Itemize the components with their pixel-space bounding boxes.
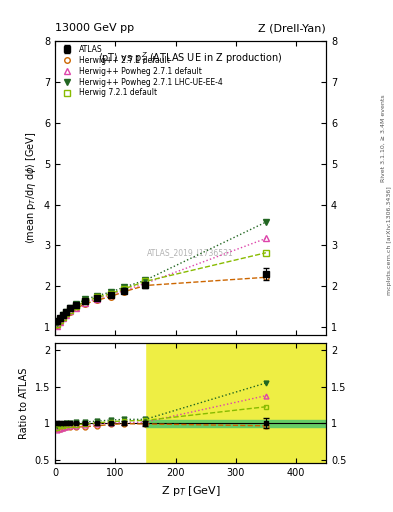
Herwig++ Powheg 2.7.1 LHC-UE-EE-4 [122, 284, 127, 290]
Line: Herwig++ 2.7.1 default: Herwig++ 2.7.1 default [54, 274, 269, 328]
Y-axis label: $\langle$mean p$_T$/d$\eta$ d$\phi$$\rangle$ [GeV]: $\langle$mean p$_T$/d$\eta$ d$\phi$$\ran… [24, 132, 39, 245]
Herwig++ Powheg 2.7.1 LHC-UE-EE-4 [143, 277, 148, 283]
Herwig++ Powheg 2.7.1 default [68, 308, 72, 314]
Line: Herwig++ Powheg 2.7.1 default: Herwig++ Powheg 2.7.1 default [54, 236, 269, 328]
Herwig++ 2.7.1 default [122, 289, 127, 295]
Y-axis label: Ratio to ATLAS: Ratio to ATLAS [19, 368, 29, 439]
Herwig 7.2.1 default [122, 286, 127, 292]
Herwig++ 2.7.1 default [143, 283, 148, 289]
Herwig 7.2.1 default [143, 279, 148, 285]
Herwig++ Powheg 2.7.1 LHC-UE-EE-4 [95, 293, 99, 299]
Herwig 7.2.1 default [54, 321, 59, 327]
Herwig++ Powheg 2.7.1 LHC-UE-EE-4 [108, 289, 113, 295]
Herwig 7.2.1 default [83, 298, 88, 305]
Herwig++ 2.7.1 default [68, 309, 72, 315]
Herwig 7.2.1 default [63, 310, 68, 316]
Herwig++ 2.7.1 default [95, 297, 99, 303]
Line: Herwig++ Powheg 2.7.1 LHC-UE-EE-4: Herwig++ Powheg 2.7.1 LHC-UE-EE-4 [54, 219, 269, 326]
Line: Herwig 7.2.1 default: Herwig 7.2.1 default [54, 250, 269, 327]
Herwig++ Powheg 2.7.1 default [95, 295, 99, 302]
Herwig 7.2.1 default [60, 313, 65, 319]
Bar [55, 343, 145, 463]
Herwig++ 2.7.1 default [57, 319, 62, 325]
Bar [145, 420, 326, 427]
Herwig++ Powheg 2.7.1 default [83, 300, 88, 306]
Herwig++ 2.7.1 default [54, 322, 59, 328]
Herwig++ 2.7.1 default [63, 312, 68, 318]
Herwig++ Powheg 2.7.1 default [57, 319, 62, 325]
Herwig++ Powheg 2.7.1 LHC-UE-EE-4 [63, 309, 68, 315]
Herwig++ 2.7.1 default [108, 293, 113, 300]
Text: Rivet 3.1.10, ≥ 3.4M events: Rivet 3.1.10, ≥ 3.4M events [381, 94, 386, 182]
Bar [55, 343, 326, 463]
Text: Z (Drell-Yan): Z (Drell-Yan) [259, 23, 326, 33]
Text: $\langle$pT$\rangle$ vs p$_T^Z$ (ATLAS UE in Z production): $\langle$pT$\rangle$ vs p$_T^Z$ (ATLAS U… [98, 50, 283, 67]
Legend: ATLAS, Herwig++ 2.7.1 default, Herwig++ Powheg 2.7.1 default, Herwig++ Powheg 2.: ATLAS, Herwig++ 2.7.1 default, Herwig++ … [57, 43, 224, 99]
Herwig++ Powheg 2.7.1 LHC-UE-EE-4 [57, 316, 62, 322]
Text: mcplots.cern.ch [arXiv:1306.3436]: mcplots.cern.ch [arXiv:1306.3436] [387, 186, 392, 295]
Text: 13000 GeV pp: 13000 GeV pp [55, 23, 134, 33]
Herwig++ Powheg 2.7.1 LHC-UE-EE-4 [54, 320, 59, 326]
Herwig++ 2.7.1 default [74, 305, 79, 311]
Herwig 7.2.1 default [108, 291, 113, 297]
Herwig 7.2.1 default [264, 250, 268, 256]
Herwig++ Powheg 2.7.1 default [60, 315, 65, 321]
Herwig++ Powheg 2.7.1 default [74, 305, 79, 311]
Herwig++ Powheg 2.7.1 default [108, 292, 113, 298]
Text: ATLAS_2019_I1736531: ATLAS_2019_I1736531 [147, 248, 234, 258]
Herwig 7.2.1 default [57, 317, 62, 323]
Herwig++ Powheg 2.7.1 LHC-UE-EE-4 [264, 219, 268, 225]
Herwig++ Powheg 2.7.1 default [143, 281, 148, 287]
X-axis label: Z p$_T$ [GeV]: Z p$_T$ [GeV] [161, 484, 220, 498]
Herwig++ 2.7.1 default [60, 315, 65, 321]
Bar [145, 416, 326, 431]
Herwig++ 2.7.1 default [83, 301, 88, 307]
Herwig++ Powheg 2.7.1 default [264, 236, 268, 242]
Herwig 7.2.1 default [95, 294, 99, 301]
Herwig++ Powheg 2.7.1 default [54, 323, 59, 329]
Herwig++ Powheg 2.7.1 default [63, 311, 68, 317]
Herwig++ Powheg 2.7.1 LHC-UE-EE-4 [60, 312, 65, 318]
Herwig++ Powheg 2.7.1 LHC-UE-EE-4 [83, 296, 88, 303]
Herwig 7.2.1 default [68, 307, 72, 313]
Herwig++ Powheg 2.7.1 LHC-UE-EE-4 [74, 301, 79, 307]
Herwig 7.2.1 default [74, 303, 79, 309]
Herwig++ Powheg 2.7.1 default [122, 287, 127, 293]
Herwig++ 2.7.1 default [264, 274, 268, 281]
Herwig++ Powheg 2.7.1 LHC-UE-EE-4 [68, 305, 72, 311]
